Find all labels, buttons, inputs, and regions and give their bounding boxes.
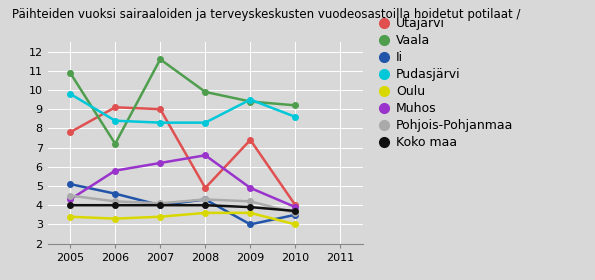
Muhos [292, 206, 299, 209]
Ii [292, 213, 299, 216]
Line: Muhos: Muhos [67, 153, 298, 210]
Line: Koko maa: Koko maa [67, 202, 298, 214]
Utajärvi [156, 108, 164, 111]
Koko maa [156, 204, 164, 207]
Koko maa [67, 204, 74, 207]
Ii [247, 223, 254, 226]
Pudasjärvi [247, 98, 254, 101]
Pudasjärvi [112, 119, 119, 122]
Muhos [67, 198, 74, 201]
Legend: Utajärvi, Vaala, Ii, Pudasjärvi, Oulu, Muhos, Pohjois-Pohjanmaa, Koko maa: Utajärvi, Vaala, Ii, Pudasjärvi, Oulu, M… [381, 15, 516, 152]
Utajärvi [112, 106, 119, 109]
Pohjois-Pohjanmaa [112, 200, 119, 203]
Oulu [67, 215, 74, 218]
Oulu [202, 211, 209, 214]
Koko maa [292, 209, 299, 213]
Oulu [112, 217, 119, 220]
Oulu [247, 211, 254, 214]
Oulu [156, 215, 164, 218]
Text: Päihteiden vuoksi sairaaloiden ja terveyskeskusten vuodeosastoilla hoidetut poti: Päihteiden vuoksi sairaaloiden ja tervey… [12, 8, 521, 21]
Oulu [292, 223, 299, 226]
Ii [67, 182, 74, 186]
Utajärvi [292, 204, 299, 207]
Utajärvi [247, 138, 254, 142]
Line: Pudasjärvi: Pudasjärvi [67, 91, 298, 125]
Pohjois-Pohjanmaa [247, 200, 254, 203]
Vaala [202, 90, 209, 94]
Vaala [247, 100, 254, 103]
Muhos [202, 154, 209, 157]
Vaala [292, 104, 299, 107]
Pudasjärvi [202, 121, 209, 124]
Pohjois-Pohjanmaa [156, 202, 164, 205]
Utajärvi [67, 130, 74, 134]
Pudasjärvi [156, 121, 164, 124]
Pudasjärvi [67, 92, 74, 95]
Line: Utajärvi: Utajärvi [67, 104, 298, 208]
Line: Oulu: Oulu [67, 210, 298, 227]
Line: Vaala: Vaala [67, 57, 298, 146]
Ii [112, 192, 119, 195]
Muhos [112, 169, 119, 172]
Vaala [67, 71, 74, 74]
Pohjois-Pohjanmaa [202, 198, 209, 201]
Pohjois-Pohjanmaa [67, 194, 74, 197]
Muhos [156, 161, 164, 165]
Vaala [112, 142, 119, 145]
Koko maa [247, 206, 254, 209]
Line: Pohjois-Pohjanmaa: Pohjois-Pohjanmaa [67, 193, 298, 216]
Koko maa [112, 204, 119, 207]
Ii [156, 204, 164, 207]
Pudasjärvi [292, 115, 299, 118]
Ii [202, 198, 209, 201]
Vaala [156, 58, 164, 61]
Line: Ii: Ii [67, 181, 298, 227]
Koko maa [202, 204, 209, 207]
Muhos [247, 186, 254, 190]
Pohjois-Pohjanmaa [292, 211, 299, 214]
Utajärvi [202, 186, 209, 190]
